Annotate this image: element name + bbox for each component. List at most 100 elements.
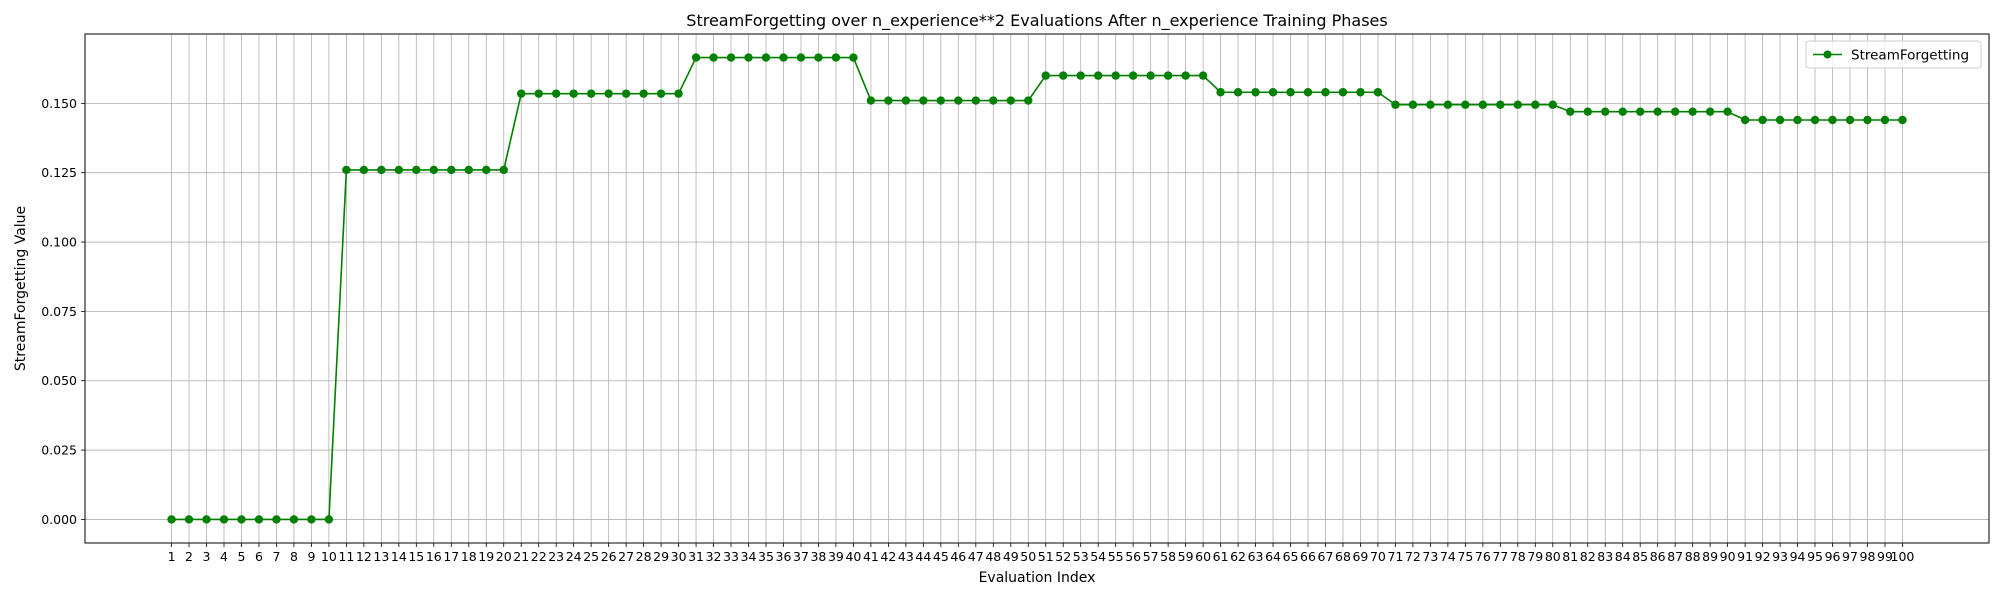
y-tick-label: 0.150: [41, 96, 77, 111]
data-point: [219, 515, 229, 524]
data-point: [866, 96, 876, 105]
x-tick-label: 4: [220, 549, 228, 564]
data-point: [814, 53, 823, 62]
x-tick-label: 79: [1527, 549, 1543, 564]
x-tick-label: 12: [356, 549, 372, 564]
x-tick-label: 82: [1580, 549, 1596, 564]
x-tick-label: 18: [461, 549, 477, 564]
x-tick-label: 80: [1545, 549, 1561, 564]
data-point: [1303, 88, 1313, 97]
x-tick-label: 22: [531, 549, 547, 564]
x-tick-label: 26: [601, 549, 617, 564]
data-point: [412, 165, 421, 175]
x-tick-label: 95: [1807, 549, 1823, 564]
x-tick-label: 81: [1562, 549, 1578, 564]
data-point: [569, 89, 578, 98]
data-point: [919, 96, 928, 105]
data-point: [1321, 88, 1330, 97]
x-tick-label: 42: [880, 549, 896, 564]
data-point: [1653, 107, 1662, 116]
x-tick-label: 61: [1213, 549, 1229, 564]
x-tick-label: 83: [1597, 549, 1613, 564]
series-layer: [167, 53, 1907, 524]
x-tick-label: 48: [985, 549, 1001, 564]
series-line: [171, 56, 1903, 521]
x-tick-label: 70: [1370, 549, 1386, 564]
x-tick-label: 30: [671, 549, 687, 564]
x-tick-label: 53: [1073, 549, 1089, 564]
x-tick-label: 51: [1038, 549, 1054, 564]
x-tick-label: 64: [1265, 549, 1281, 564]
data-point: [1513, 100, 1523, 109]
data-point: [1041, 71, 1050, 80]
x-tick-label: 88: [1685, 549, 1701, 564]
y-tick-label: 0.075: [41, 304, 77, 319]
x-tick-label: 66: [1300, 549, 1316, 564]
x-tick-label: 72: [1405, 549, 1421, 564]
x-tick-label: 40: [845, 549, 861, 564]
x-tick-label: 36: [776, 549, 792, 564]
x-tick-label: 49: [1003, 549, 1019, 564]
x-tick-label: 73: [1422, 549, 1438, 564]
data-point: [202, 515, 211, 524]
x-tick-label: 32: [706, 549, 722, 564]
x-tick-label: 5: [238, 549, 246, 564]
x-tick-label: 19: [478, 549, 494, 564]
data-point: [1880, 115, 1890, 125]
x-tick-label: 23: [548, 549, 564, 564]
data-point: [1740, 115, 1750, 125]
data-point: [1863, 115, 1872, 125]
legend-label: StreamForgetting: [1851, 48, 1969, 64]
data-point: [1845, 115, 1855, 125]
data-point: [1670, 107, 1680, 116]
x-tick-label: 60: [1195, 549, 1211, 564]
x-tick-label: 38: [810, 549, 826, 564]
data-point: [377, 165, 386, 175]
x-tick-label: 87: [1667, 549, 1683, 564]
data-point: [342, 165, 351, 175]
data-point: [796, 53, 806, 62]
data-point: [1601, 107, 1610, 116]
data-point: [272, 515, 281, 524]
data-point: [254, 515, 264, 524]
x-tick-label: 34: [741, 549, 757, 564]
x-tick-label: 15: [408, 549, 424, 564]
data-point: [1496, 100, 1505, 109]
data-point: [1531, 100, 1540, 109]
axes: 1 2 3 4 5 6 7 8 9 10 11 12 13 14 15 16 17 18 19 20 21 22 23 24 2…: [41, 96, 1914, 564]
data-point: [1548, 100, 1557, 109]
x-tick-label: 2: [185, 549, 193, 564]
data-point: [447, 165, 456, 175]
x-tick-label: 93: [1772, 549, 1788, 564]
data-point: [884, 96, 893, 105]
data-point: [1163, 71, 1173, 80]
x-tick-label: 14: [391, 549, 407, 564]
data-point: [1216, 88, 1225, 97]
data-point: [849, 53, 858, 62]
x-tick-label: 90: [1720, 549, 1736, 564]
data-point: [901, 96, 911, 105]
x-tick-label: 55: [1108, 549, 1124, 564]
x-tick-label: 100: [1891, 549, 1915, 564]
x-tick-label: 86: [1650, 549, 1666, 564]
x-tick-label: 24: [566, 549, 582, 564]
x-tick-label: 25: [583, 549, 599, 564]
data-point: [726, 53, 736, 62]
x-tick-label: 69: [1352, 549, 1368, 564]
x-tick-label: 27: [618, 549, 634, 564]
x-tick-label: 29: [653, 549, 669, 564]
data-point: [779, 53, 788, 62]
x-tick-label: 52: [1055, 549, 1071, 564]
data-point: [1006, 96, 1015, 105]
x-tick-label: 62: [1230, 549, 1246, 564]
data-point: [551, 89, 561, 98]
legend-box: [1805, 40, 1982, 69]
data-point: [1181, 71, 1190, 80]
y-tick-label: 0.025: [41, 443, 77, 458]
x-tick-label: 46: [950, 549, 966, 564]
data-point: [1059, 71, 1068, 80]
data-point: [1775, 115, 1785, 125]
x-tick-label: 75: [1457, 549, 1473, 564]
data-point: [1635, 107, 1645, 116]
